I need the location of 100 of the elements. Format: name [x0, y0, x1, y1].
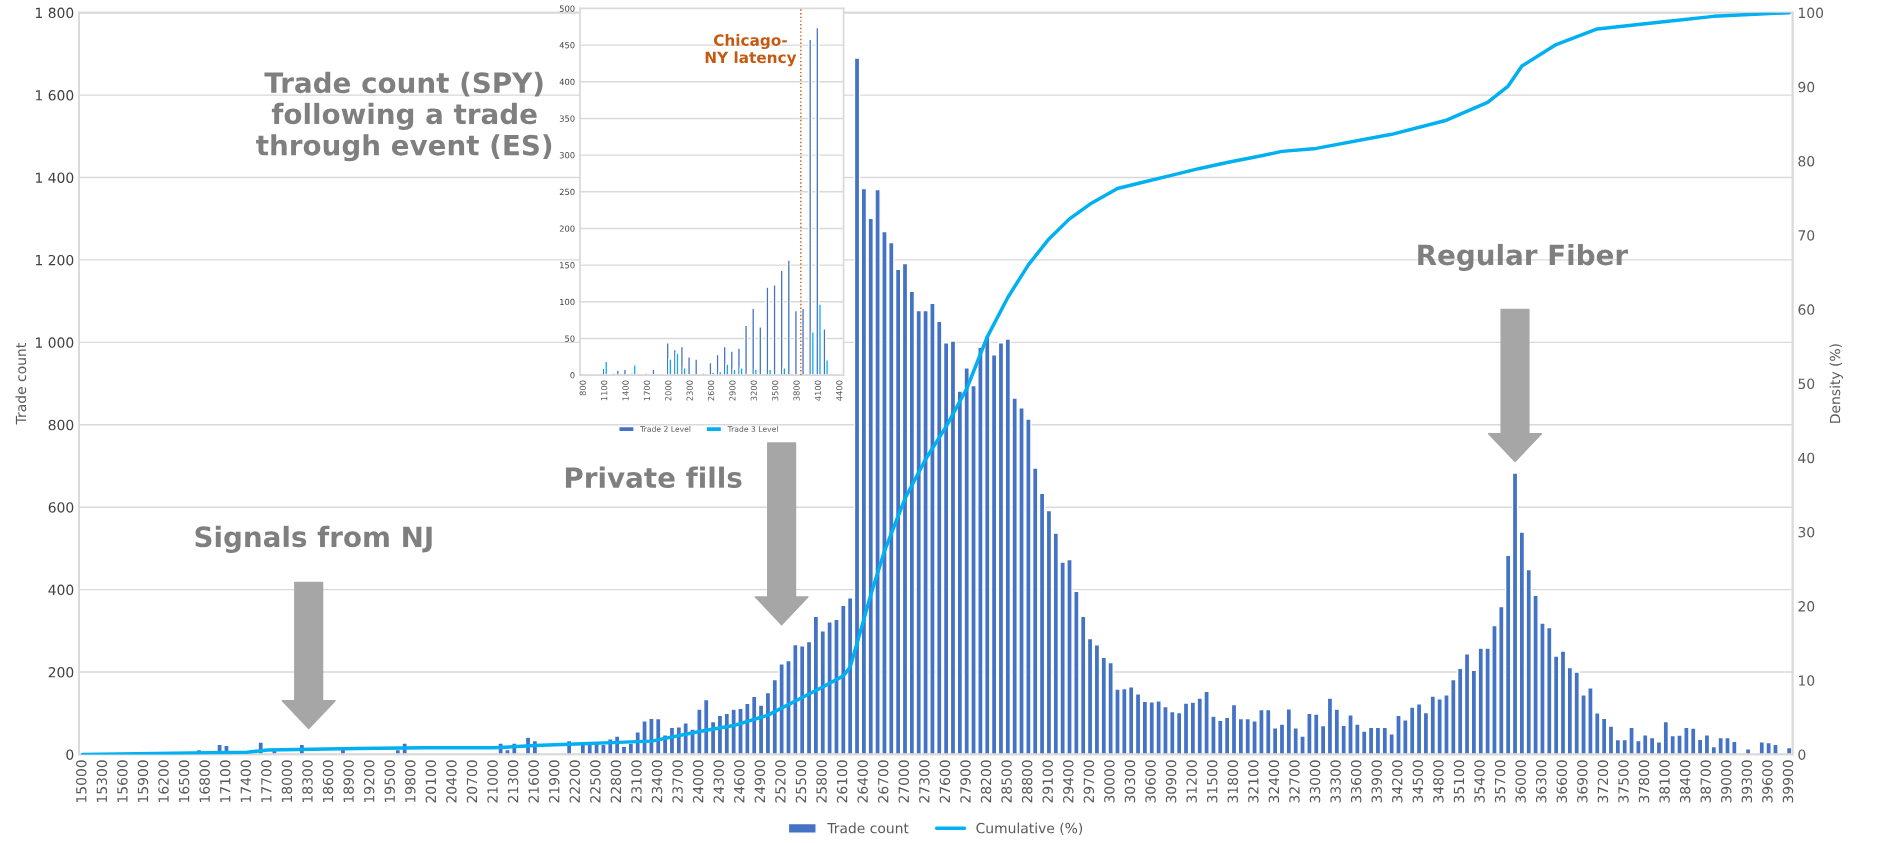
x-tick-label: 36600 — [1556, 760, 1568, 803]
y-tick-label: 1 200 — [35, 254, 74, 266]
y-tick-label: 0 — [66, 749, 74, 760]
x-tick-label: 1700 — [643, 380, 651, 401]
x-tick-label: 37800 — [1638, 760, 1650, 803]
y-tick-label: 400 — [559, 78, 575, 86]
x-tick-label: 26100 — [836, 760, 848, 803]
y2-tick-label: 80 — [1798, 155, 1815, 167]
y-tick-label: 50 — [565, 335, 575, 342]
x-tick-label: 33000 — [1309, 760, 1321, 803]
x-tick-label: 1400 — [622, 380, 629, 401]
x-tick-label: 16800 — [199, 760, 210, 802]
y-axis-title: Trade count — [15, 343, 27, 425]
x-tick-label: 35100 — [1453, 760, 1465, 803]
x-tick-label: 29700 — [1083, 760, 1095, 803]
x-tick-label: 20100 — [425, 760, 437, 803]
x-tick-label: 15300 — [96, 760, 108, 802]
x-tick-label: 38700 — [1700, 760, 1711, 803]
y2-tick-label: 100 — [1799, 7, 1824, 19]
x-tick-label: 33600 — [1350, 760, 1362, 803]
x-tick-label: 39900 — [1782, 760, 1794, 803]
x-tick-label: 21900 — [548, 760, 560, 803]
x-tick-label: 33900 — [1371, 760, 1382, 803]
x-tick-label: 39600 — [1762, 760, 1773, 803]
x-tick-label: 4400 — [836, 380, 843, 401]
ref-line-label: Chicago- NY latency — [705, 34, 797, 67]
x-tick-label: 26400 — [857, 760, 868, 803]
x-tick-label: 36000 — [1515, 760, 1526, 803]
x-tick-label: 21000 — [487, 760, 498, 803]
x-tick-label: 16200 — [158, 760, 169, 802]
x-tick-label: 39300 — [1741, 760, 1753, 803]
x-tick-label: 31200 — [1186, 760, 1197, 803]
y-tick-label: 150 — [560, 262, 575, 269]
x-tick-label: 25500 — [795, 760, 807, 803]
y2-tick-label: 30 — [1798, 526, 1815, 538]
y-tick-label: 500 — [559, 5, 575, 12]
x-tick-label: 31800 — [1227, 760, 1239, 803]
x-tick-label: 24900 — [754, 760, 766, 803]
x-tick-label: 30600 — [1145, 760, 1156, 803]
y-tick-label: 300 — [559, 152, 575, 159]
x-tick-label: 24300 — [713, 760, 724, 803]
x-tick-label: 15000 — [76, 760, 87, 802]
x-tick-label: 17100 — [219, 760, 231, 802]
y-tick-label: 1 800 — [35, 7, 74, 19]
x-tick-label: 29400 — [1063, 760, 1074, 803]
annotation: Trade count (SPY) following a trade through event (ES) — [256, 71, 552, 162]
x-tick-label: 17400 — [240, 760, 252, 802]
y2-tick-label: 40 — [1798, 452, 1815, 464]
x-tick-label: 34800 — [1433, 760, 1444, 803]
x-tick-label: 4100 — [814, 380, 822, 401]
x-tick-label: 32100 — [1248, 760, 1259, 803]
x-tick-label: 37500 — [1618, 760, 1629, 803]
x-tick-label: 37200 — [1597, 760, 1609, 803]
x-tick-label: 17700 — [261, 760, 272, 802]
x-tick-label: 26700 — [877, 760, 889, 803]
x-tick-label: 24000 — [692, 760, 704, 803]
y-tick-label: 1 400 — [35, 172, 74, 183]
x-tick-label: 23700 — [672, 760, 683, 803]
x-tick-label: 25800 — [816, 760, 827, 803]
y-tick-label: 0 — [570, 372, 575, 379]
y-tick-label: 1 600 — [35, 90, 74, 101]
x-tick-label: 18000 — [281, 760, 293, 802]
x-tick-label: 3800 — [793, 380, 800, 401]
y-tick-label: 350 — [559, 115, 575, 122]
x-tick-label: 22200 — [569, 760, 581, 803]
x-tick-label: 19500 — [384, 760, 395, 802]
x-tick-label: 25200 — [775, 760, 786, 803]
x-tick-label: 28500 — [1001, 760, 1012, 803]
x-tick-label: 2300 — [686, 380, 693, 401]
x-tick-label: 32400 — [1268, 760, 1280, 803]
x-tick-label: 31500 — [1206, 760, 1218, 803]
x-tick-label: 18600 — [322, 760, 334, 802]
x-tick-label: 24600 — [734, 760, 745, 803]
x-tick-label: 35400 — [1474, 760, 1485, 803]
y2-tick-label: 60 — [1798, 304, 1815, 315]
x-tick-label: 22800 — [610, 760, 622, 803]
x-tick-label: 28200 — [980, 760, 992, 803]
x-tick-label: 21600 — [528, 760, 539, 803]
x-tick-label: 30900 — [1165, 760, 1177, 803]
x-tick-label: 36300 — [1535, 760, 1547, 803]
x-tick-label: 34200 — [1392, 760, 1403, 803]
y-tick-label: 600 — [48, 502, 74, 513]
y-tick-label: 100 — [560, 298, 575, 306]
x-tick-label: 23400 — [651, 760, 663, 803]
y-tick-label: 1 000 — [35, 337, 74, 348]
annotation: Regular Fiber — [1418, 243, 1629, 271]
y2-tick-label: 20 — [1798, 601, 1815, 612]
x-tick-label: 3200 — [750, 380, 757, 401]
y2-tick-label: 0 — [1798, 749, 1806, 760]
x-tick-label: 21300 — [507, 760, 519, 803]
x-tick-label: 800 — [579, 380, 586, 396]
x-tick-label: 15900 — [137, 760, 149, 802]
x-tick-label: 3500 — [772, 380, 779, 401]
legend-label: Trade count — [827, 822, 909, 834]
y-tick-label: 200 — [48, 667, 74, 678]
x-tick-label: 30000 — [1104, 760, 1115, 803]
x-tick-label: 38400 — [1679, 760, 1691, 803]
x-tick-label: 1100 — [601, 380, 608, 401]
y2-tick-label: 10 — [1799, 675, 1815, 686]
x-tick-label: 34500 — [1412, 760, 1424, 803]
